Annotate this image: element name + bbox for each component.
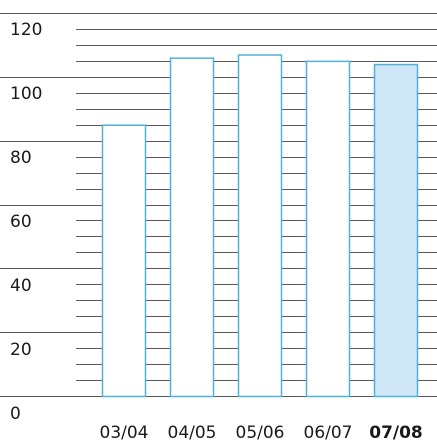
bar-07-08 xyxy=(375,65,418,397)
bars xyxy=(103,55,418,397)
bar-05-06 xyxy=(239,55,282,397)
y-tick-label-100: 100 xyxy=(10,84,42,104)
gridlines xyxy=(0,14,437,397)
y-tick-label-60: 60 xyxy=(10,212,32,232)
y-tick-label-20: 20 xyxy=(10,340,32,360)
y-axis-ticks: 0 20 40 60 80 100 120 xyxy=(10,20,42,424)
y-tick-label-0: 0 xyxy=(10,404,21,424)
y-tick-label-40: 40 xyxy=(10,276,32,296)
x-label-05-06: 05/06 xyxy=(236,423,285,440)
x-label-03-04: 03/04 xyxy=(100,423,149,440)
x-label-07-08: 07/08 xyxy=(369,423,423,440)
y-tick-label-80: 80 xyxy=(10,148,32,168)
bar-04-05 xyxy=(171,58,214,396)
x-axis-labels: 03/04 04/05 05/06 06/07 07/08 xyxy=(100,423,423,440)
bar-06-07 xyxy=(307,61,350,396)
x-label-04-05: 04/05 xyxy=(168,423,217,440)
bar-03-04 xyxy=(103,125,146,396)
x-label-06-07: 06/07 xyxy=(304,423,353,440)
y-tick-label-120: 120 xyxy=(10,20,42,40)
